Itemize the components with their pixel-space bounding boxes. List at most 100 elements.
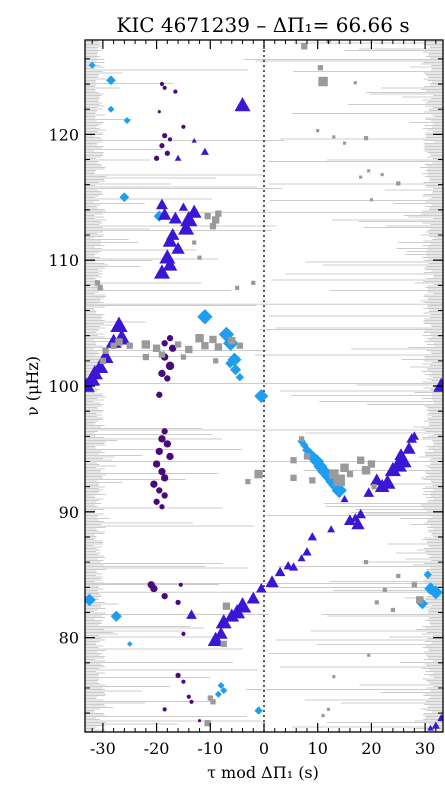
data-point bbox=[254, 389, 269, 404]
data-point bbox=[332, 675, 336, 679]
data-point bbox=[214, 690, 222, 698]
data-point bbox=[321, 714, 325, 718]
data-point bbox=[181, 631, 186, 636]
data-point bbox=[197, 255, 202, 260]
data-point bbox=[175, 599, 181, 606]
data-point bbox=[156, 391, 163, 398]
data-point bbox=[159, 143, 165, 149]
data-point bbox=[155, 198, 168, 210]
data-point bbox=[265, 575, 279, 588]
x-axis: -30 -20 -10 0 10 20 30 bbox=[90, 40, 437, 758]
data-point bbox=[178, 202, 189, 211]
data-point bbox=[380, 173, 384, 177]
data-point bbox=[123, 117, 131, 125]
data-point bbox=[152, 460, 161, 468]
data-point bbox=[333, 474, 345, 487]
data-point bbox=[396, 573, 401, 579]
data-point bbox=[427, 724, 434, 731]
data-point bbox=[214, 343, 223, 351]
data-point bbox=[126, 641, 133, 647]
data-point bbox=[107, 105, 115, 113]
y-tick-label: 120 bbox=[48, 125, 79, 144]
data-point bbox=[189, 699, 194, 704]
data-point bbox=[155, 447, 163, 456]
data-point bbox=[201, 342, 209, 350]
data-point bbox=[379, 474, 396, 489]
data-point bbox=[157, 207, 172, 220]
y-axis: 80 90 100 110 120 bbox=[48, 58, 443, 714]
data-point bbox=[382, 587, 387, 592]
data-point bbox=[303, 453, 311, 460]
data-point bbox=[325, 475, 338, 488]
data-point bbox=[161, 492, 168, 499]
data-point bbox=[186, 694, 191, 699]
series-blue bbox=[85, 97, 443, 731]
data-point bbox=[340, 463, 349, 472]
data-point bbox=[85, 593, 96, 607]
data-point bbox=[175, 672, 181, 679]
data-point bbox=[178, 582, 183, 587]
data-point bbox=[150, 584, 158, 593]
y-tick-label: 100 bbox=[48, 377, 79, 396]
data-point bbox=[402, 441, 416, 454]
data-point bbox=[235, 285, 240, 290]
data-point bbox=[367, 169, 371, 173]
data-point bbox=[88, 61, 96, 69]
data-point bbox=[102, 347, 109, 354]
series-gray bbox=[94, 40, 424, 727]
data-point bbox=[423, 570, 433, 579]
data-point bbox=[110, 610, 122, 622]
data-point bbox=[171, 241, 185, 254]
data-point bbox=[213, 358, 219, 364]
data-point bbox=[209, 335, 217, 344]
data-point bbox=[369, 198, 373, 202]
x-tick-label: 10 bbox=[308, 739, 328, 758]
series-purple bbox=[147, 81, 202, 723]
data-point bbox=[110, 342, 117, 349]
data-point bbox=[342, 141, 347, 145]
data-point bbox=[160, 474, 169, 482]
data-point bbox=[173, 89, 178, 94]
data-point bbox=[327, 525, 336, 533]
data-point bbox=[174, 341, 182, 348]
data-point bbox=[153, 155, 160, 161]
x-tick-label: 20 bbox=[361, 739, 381, 758]
data-point bbox=[94, 280, 101, 286]
data-point bbox=[167, 137, 173, 142]
data-point bbox=[361, 466, 371, 475]
data-point bbox=[255, 582, 267, 593]
data-point bbox=[411, 582, 418, 588]
data-point bbox=[220, 686, 228, 694]
data-point bbox=[245, 478, 251, 485]
data-point bbox=[126, 342, 133, 349]
data-point bbox=[162, 132, 168, 139]
data-point bbox=[254, 706, 263, 715]
plot-area bbox=[85, 40, 443, 732]
data-point bbox=[246, 591, 260, 604]
series-cyan bbox=[85, 61, 443, 715]
data-point bbox=[302, 547, 312, 556]
data-point bbox=[395, 453, 412, 468]
x-axis-label: τ mod ΔΠ₁ (s) bbox=[207, 763, 319, 782]
data-point bbox=[283, 561, 293, 570]
x-tick-label: 0 bbox=[259, 739, 269, 758]
data-point bbox=[163, 440, 172, 448]
y-tick-label: 80 bbox=[59, 629, 79, 648]
data-point bbox=[215, 210, 222, 217]
data-point bbox=[181, 124, 186, 129]
data-point bbox=[161, 340, 168, 347]
data-point bbox=[207, 695, 213, 701]
data-point bbox=[340, 495, 349, 503]
data-point bbox=[301, 43, 308, 50]
data-point bbox=[363, 487, 375, 497]
data-point bbox=[424, 582, 437, 595]
data-point bbox=[165, 361, 175, 371]
data-point bbox=[85, 377, 95, 392]
data-point bbox=[437, 713, 443, 722]
data-point bbox=[367, 653, 371, 657]
data-point bbox=[309, 477, 316, 484]
data-point bbox=[222, 602, 231, 610]
data-point bbox=[180, 210, 198, 227]
data-point bbox=[346, 470, 354, 478]
